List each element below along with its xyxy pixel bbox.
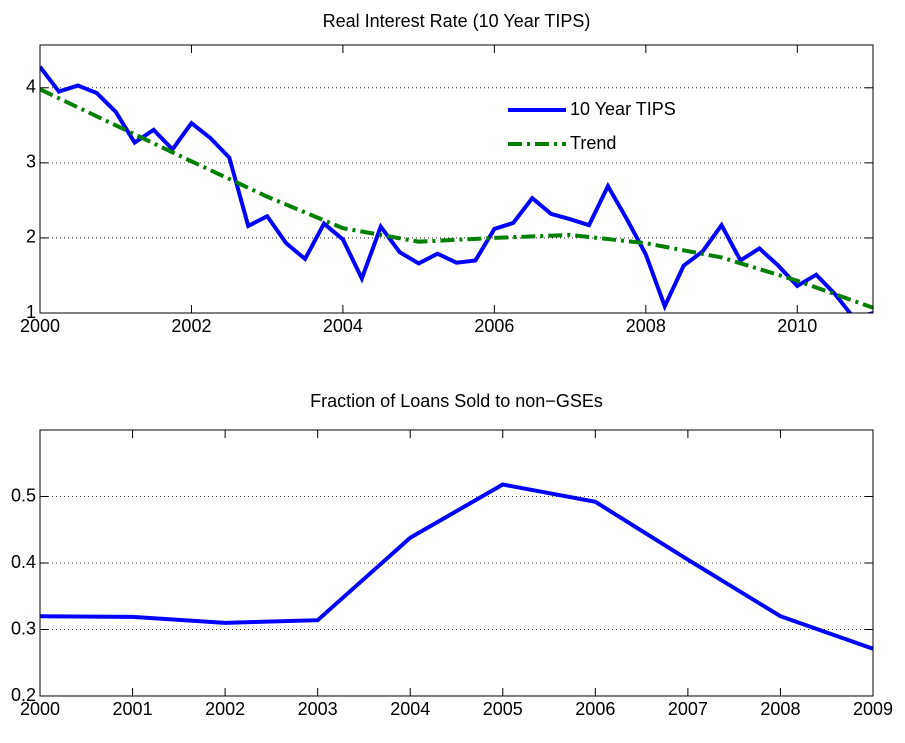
legend-label: 10 Year TIPS xyxy=(570,99,676,119)
y-tick-label: 0.3 xyxy=(11,618,36,638)
plot-area xyxy=(40,65,873,313)
x-tick-label: 2004 xyxy=(390,699,430,719)
y-tick-label: 3 xyxy=(26,152,36,172)
y-tick-label: 2 xyxy=(26,227,36,247)
y-tick-label: 0.2 xyxy=(11,685,36,705)
data-line xyxy=(40,65,873,313)
chart-title: Fraction of Loans Sold to non−GSEs xyxy=(310,391,603,411)
x-tick-label: 2001 xyxy=(113,699,153,719)
chart-title: Real Interest Rate (10 Year TIPS) xyxy=(323,11,591,31)
x-tick-label: 2009 xyxy=(853,699,893,719)
y-tick-label: 0.5 xyxy=(11,485,36,505)
x-tick-label: 2003 xyxy=(298,699,338,719)
data-line xyxy=(40,87,873,310)
x-tick-label: 2004 xyxy=(323,316,363,336)
x-tick-label: 2000 xyxy=(20,699,60,719)
x-tick-label: 2002 xyxy=(205,699,245,719)
y-tick-label: 0.4 xyxy=(11,552,36,572)
x-tick-label: 2006 xyxy=(474,316,514,336)
y-tick-label: 4 xyxy=(26,77,36,97)
data-line xyxy=(40,482,873,651)
x-tick-label: 2000 xyxy=(20,316,60,336)
x-tick-label: 2005 xyxy=(483,699,523,719)
x-tick-label: 2008 xyxy=(760,699,800,719)
legend-label: Trend xyxy=(570,133,616,153)
x-tick-label: 2008 xyxy=(626,316,666,336)
x-tick-label: 2010 xyxy=(777,316,817,336)
axes-box xyxy=(39,429,874,697)
x-tick-label: 2002 xyxy=(171,316,211,336)
axes-box xyxy=(39,44,874,314)
x-tick-label: 2007 xyxy=(668,699,708,719)
x-tick-label: 2006 xyxy=(575,699,615,719)
y-tick-label: 1 xyxy=(26,302,36,322)
plot-area xyxy=(40,482,873,651)
